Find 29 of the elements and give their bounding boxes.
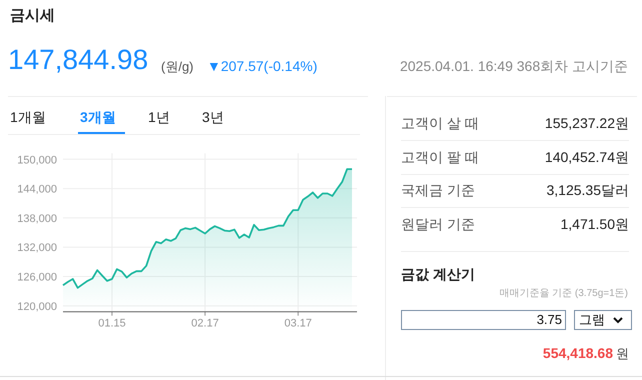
- text: 원달러 기준: [401, 216, 475, 234]
- text: 3.75: [401, 310, 566, 330]
- text: 140,452.74원: [544, 148, 629, 166]
- y-tick-label: 150,000: [17, 154, 57, 166]
- y-tick-label: 132,000: [17, 242, 57, 254]
- y-tick-label: 144,000: [17, 184, 57, 196]
- text: 155,237.22원: [544, 115, 629, 133]
- text: 1,471.50원: [560, 216, 629, 234]
- text: 고객이 살 때: [401, 115, 479, 133]
- x-tick-label: 03.17: [284, 318, 312, 330]
- text: 554,418.68 원: [542, 345, 629, 363]
- text: 3,125.35달러: [546, 182, 629, 200]
- text: 2025.04.01. 16:49 368회차 고시기준: [400, 58, 628, 76]
- y-tick-label: 120,000: [17, 300, 57, 313]
- text: 국제금 기준: [401, 182, 475, 200]
- x-tick-label: 02.17: [191, 318, 219, 330]
- y-tick-label: 126,000: [17, 272, 57, 284]
- x-tick-label: 01.15: [98, 318, 126, 330]
- y-tick-label: 138,000: [17, 212, 57, 225]
- text: 1개월: [10, 109, 46, 127]
- text: 3개월: [80, 109, 116, 127]
- text: 금값 계산기: [401, 266, 475, 284]
- text: 매매기준율 기준 (3.75g=1돈): [499, 287, 628, 300]
- chart-subtitle: 147,844.98 (원/g) ▼207.57(-0.14%): [8, 44, 318, 76]
- chart-title: 금시세: [10, 6, 55, 25]
- text: 1년: [148, 109, 170, 127]
- text: 3년: [202, 109, 224, 127]
- text: 고객이 팔 때: [401, 148, 479, 166]
- text: 그램: [574, 310, 632, 330]
